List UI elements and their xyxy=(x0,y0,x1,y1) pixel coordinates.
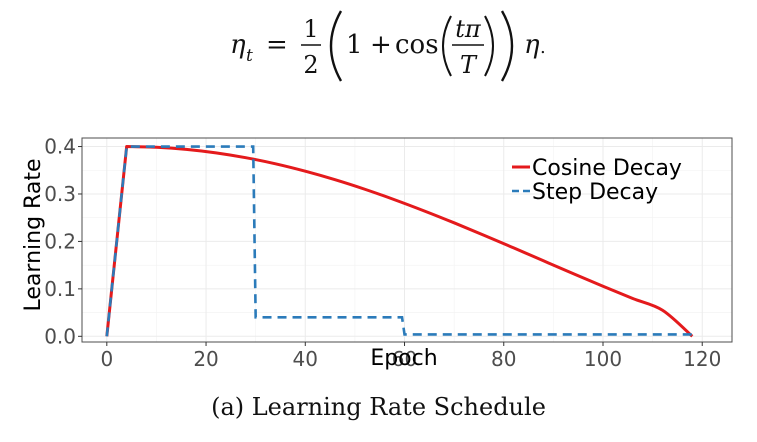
series-line-step-decay xyxy=(105,145,693,337)
formula-lhs-subscript: t xyxy=(246,46,253,66)
y-tick-label: 0.0 xyxy=(44,324,76,348)
formula-half-denominator: 2 xyxy=(303,51,318,79)
formula-arg-numerator: tπ xyxy=(455,15,482,43)
formula-trailing: . xyxy=(540,37,546,58)
figure-caption: (a) Learning Rate Schedule xyxy=(211,393,546,421)
legend-label-step-decay: Step Decay xyxy=(532,180,658,205)
y-tick-label: 0.4 xyxy=(44,135,76,159)
x-axis-ticks: 0 20 40 60 80 100 120 xyxy=(100,342,721,371)
formula-inner-right-paren xyxy=(484,15,494,77)
y-tick-label: 0.2 xyxy=(44,229,76,253)
formula-one: 1 xyxy=(346,30,363,60)
x-tick-label: 20 xyxy=(193,347,218,371)
x-tick-label: 0 xyxy=(100,347,113,371)
y-tick-label: 0.3 xyxy=(44,182,76,206)
x-tick-label: 60 xyxy=(392,347,417,371)
y-tick-label: 0.1 xyxy=(44,277,76,301)
formula-cos: cos xyxy=(395,30,439,60)
x-tick-label: 40 xyxy=(293,347,318,371)
formula-inner-left-paren xyxy=(442,15,452,77)
y-axis-label: Learning Rate xyxy=(21,159,46,312)
y-axis-ticks: 0.0 0.1 0.2 0.3 0.4 xyxy=(44,135,82,348)
formula-arg-denominator: T xyxy=(460,51,478,79)
x-axis-label: Epoch xyxy=(370,346,437,371)
formula-half-numerator: 1 xyxy=(303,15,318,43)
legend-label-cosine-decay: Cosine Decay xyxy=(532,156,682,181)
x-tick-label: 120 xyxy=(683,347,721,371)
series-line-cosine-decay xyxy=(105,145,694,338)
chart-series xyxy=(105,145,694,338)
learning-rate-chart: 0 20 40 60 80 100 120 0.0 0.1 0.2 0.3 0.4 Epoch Le… xyxy=(21,135,733,371)
formula-outer-right-paren xyxy=(500,10,514,82)
chart-grid xyxy=(82,138,732,342)
formula-plus: + xyxy=(370,30,392,60)
formula-lhs: η xyxy=(230,30,246,60)
formula-equals: = xyxy=(266,30,288,60)
x-tick-label: 100 xyxy=(584,347,622,371)
plot-panel-border xyxy=(81,137,733,343)
formula-outer-left-paren xyxy=(329,10,343,82)
cosine-decay-formula: η t = 1 2 1 + cos tπ T η . xyxy=(230,10,546,82)
x-tick-label: 80 xyxy=(491,347,516,371)
formula-rhs: η xyxy=(524,30,540,60)
